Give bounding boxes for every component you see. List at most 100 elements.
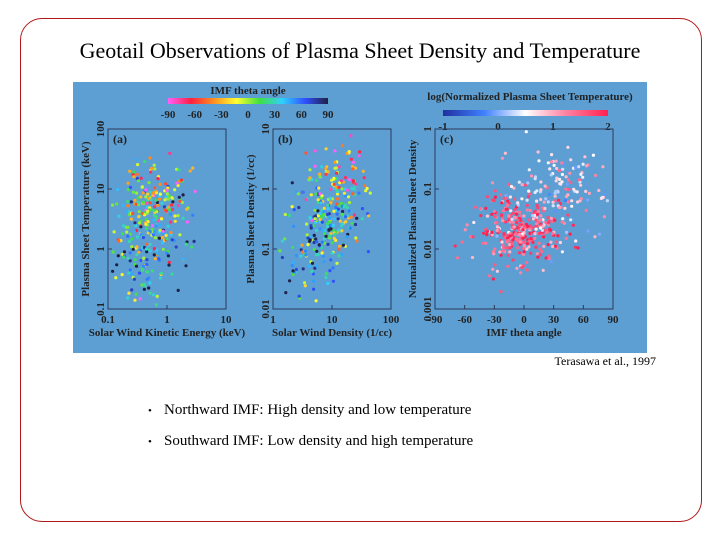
panel-c-point bbox=[511, 258, 515, 262]
panel-c-point bbox=[551, 204, 555, 208]
panel-b-point bbox=[367, 214, 371, 218]
panel-b-point bbox=[333, 232, 337, 236]
panel-c-point bbox=[543, 206, 547, 211]
panel-b-point bbox=[340, 229, 344, 233]
panel-b-point bbox=[318, 212, 322, 216]
panel-b-point bbox=[318, 192, 322, 196]
panel-c-point bbox=[470, 255, 475, 260]
panel-a-point bbox=[145, 242, 149, 246]
panel-c-point bbox=[533, 236, 537, 241]
panel-c-point bbox=[508, 232, 512, 236]
panel-a-point bbox=[154, 303, 158, 307]
panel-b-point bbox=[353, 166, 357, 170]
panel-c-point bbox=[469, 235, 473, 239]
panel-b-point bbox=[287, 213, 291, 218]
panel-c-point bbox=[534, 227, 538, 231]
panel-a-point bbox=[166, 224, 170, 228]
panel-b-point bbox=[354, 236, 358, 240]
panel-b-point bbox=[324, 147, 328, 151]
panel-b-point bbox=[320, 240, 324, 244]
panel-c-point bbox=[493, 247, 497, 251]
panel-a-point bbox=[158, 276, 163, 280]
panel-b-point bbox=[308, 238, 312, 242]
panel-c-point bbox=[505, 246, 509, 250]
panel-a-point bbox=[164, 182, 168, 186]
panel-a-ylabel: Plasma Sheet Temperature (keV) bbox=[80, 141, 92, 297]
panel-c-point bbox=[544, 221, 548, 225]
panel-a-point bbox=[145, 250, 149, 254]
panel-c-point bbox=[542, 200, 546, 204]
panel-c-point bbox=[535, 212, 539, 216]
panel-a-point bbox=[158, 228, 162, 232]
panel-a-point bbox=[127, 291, 131, 295]
temperature-colorbar-tick: -1 bbox=[438, 121, 447, 133]
panel-a-point bbox=[168, 208, 172, 212]
panel-c-point bbox=[547, 254, 551, 258]
panel-b-point bbox=[320, 194, 324, 198]
panel-c-point bbox=[484, 241, 488, 245]
panel-b-point bbox=[333, 149, 337, 153]
panel-c-point bbox=[516, 246, 520, 250]
panel-a-point bbox=[157, 236, 161, 240]
panel-a-point bbox=[166, 254, 170, 258]
panel-a-point bbox=[155, 294, 159, 298]
panel-b-xtick-label: 100 bbox=[383, 314, 400, 326]
panel-a-point bbox=[148, 229, 152, 233]
panel-a-point bbox=[126, 256, 130, 261]
panel-a-point bbox=[134, 292, 138, 296]
panel-b-point bbox=[322, 237, 326, 241]
panel-a-xtick-label: 0.1 bbox=[101, 314, 115, 326]
slide-frame bbox=[20, 18, 702, 522]
bullet-item-northward: • Northward IMF: High density and low te… bbox=[148, 402, 473, 419]
panel-b-point bbox=[343, 194, 348, 198]
panel-b-point bbox=[309, 226, 313, 230]
panel-a-point bbox=[112, 230, 116, 234]
panel-c-point bbox=[525, 260, 529, 265]
panel-c-point bbox=[533, 190, 537, 195]
panel-b-point bbox=[324, 172, 328, 176]
panel-c-xtick-label: 90 bbox=[608, 314, 620, 326]
panel-c-point bbox=[500, 240, 504, 244]
panel-c-ytick-label: 0.01 bbox=[422, 239, 434, 258]
panel-c-point bbox=[501, 246, 506, 250]
panel-b-point bbox=[337, 228, 341, 232]
panel-a-point bbox=[136, 163, 140, 167]
panel-a-point bbox=[150, 224, 154, 228]
panel-a-xlabel: Solar Wind Kinetic Energy (keV) bbox=[89, 327, 246, 339]
panel-b-point bbox=[304, 253, 308, 257]
panel-b-point bbox=[332, 182, 336, 187]
panel-a-point bbox=[127, 271, 131, 275]
panel-b-point bbox=[290, 181, 294, 185]
panel-a-xtick-label: 1 bbox=[164, 314, 170, 326]
panel-c-point bbox=[534, 245, 538, 249]
panel-c-point bbox=[525, 208, 529, 212]
panel-c-point bbox=[538, 253, 543, 257]
panel-a-point bbox=[184, 264, 188, 268]
panel-a-point bbox=[158, 182, 162, 186]
panel-b-point bbox=[306, 243, 310, 247]
panel-b-point bbox=[334, 205, 338, 209]
panel-c-point bbox=[566, 200, 570, 204]
panel-a-point bbox=[131, 211, 135, 216]
panel-c-point bbox=[501, 243, 505, 247]
panel-b-point bbox=[345, 206, 350, 210]
panel-a-point bbox=[135, 245, 139, 249]
panel-b-label: (b) bbox=[278, 132, 293, 146]
panel-b-point bbox=[312, 240, 316, 245]
panel-c-point bbox=[503, 151, 507, 155]
panel-c-point bbox=[490, 230, 494, 234]
panel-c-point bbox=[593, 235, 597, 239]
panel-a-point bbox=[154, 198, 158, 202]
panel-b-point bbox=[343, 176, 348, 180]
bullet-item-southward: • Southward IMF: Low density and high te… bbox=[148, 433, 473, 450]
panel-a-point bbox=[126, 181, 130, 185]
panel-b-point bbox=[322, 206, 326, 210]
panel-b-point bbox=[309, 224, 313, 228]
panel-b-point bbox=[306, 236, 310, 240]
panel-a-point bbox=[169, 231, 173, 235]
panel-c-point bbox=[547, 192, 551, 196]
panel-b-point bbox=[320, 251, 324, 255]
panel-a-point bbox=[131, 190, 135, 194]
panel-c-point bbox=[509, 209, 513, 213]
panel-c-point bbox=[491, 198, 495, 202]
